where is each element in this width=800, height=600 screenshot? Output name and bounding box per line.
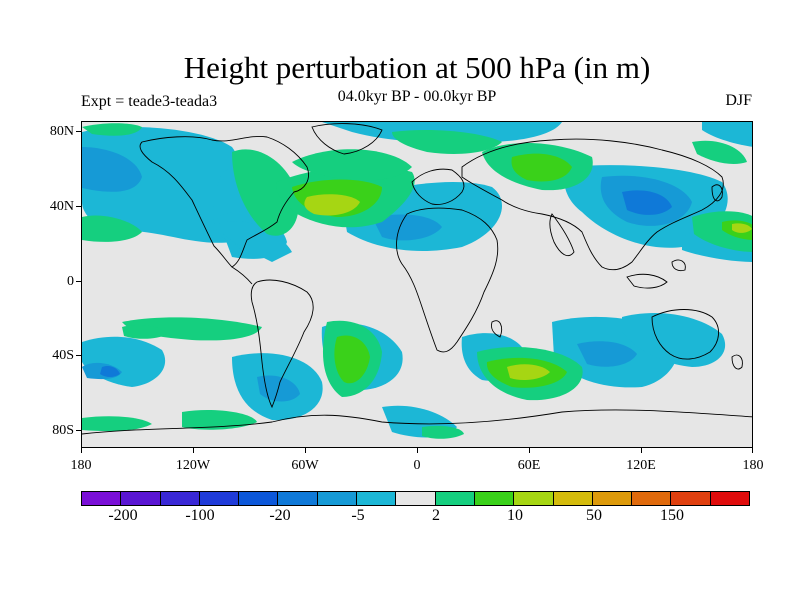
lon-tick [641, 448, 642, 453]
lat-tick [76, 430, 81, 431]
lat-label-40s: 40S [52, 348, 74, 363]
plot-subtitle: 04.0kyr BP - 00.0kyr BP [337, 88, 497, 105]
legend-color-box [514, 492, 554, 505]
lon-label-60w: 60W [291, 458, 319, 473]
legend-color-box [160, 492, 200, 505]
legend-color-box [199, 492, 240, 505]
legend-color-box [121, 492, 161, 505]
lat-tick [76, 281, 81, 282]
legend-color-box [278, 492, 318, 505]
legend-color-box [710, 492, 750, 505]
legend-color-box [671, 492, 711, 505]
lon-label-0: 0 [413, 458, 421, 473]
season-label: DJF [725, 92, 752, 109]
legend-label: 10 [507, 507, 523, 524]
lat-label-40n: 40N [49, 199, 74, 214]
lon-tick [305, 448, 306, 453]
legend-label: 150 [660, 507, 684, 524]
lon-tick [81, 448, 82, 453]
lon-tick [529, 448, 530, 453]
legend-color-box [592, 492, 633, 505]
lon-label-120e: 120E [626, 458, 656, 473]
lon-tick [193, 448, 194, 453]
lat-tick [76, 131, 81, 132]
lon-label-180w: 180 [70, 458, 92, 473]
legend-label: 2 [432, 507, 440, 524]
plot-title: Height perturbation at 500 hPa (in m) [183, 50, 651, 85]
lon-label-60e: 60E [517, 458, 541, 473]
legend-label: -20 [269, 507, 291, 524]
coastlines [82, 123, 752, 435]
lon-label-180e: 180 [742, 458, 764, 473]
legend-color-box [357, 492, 397, 505]
negative-anomaly-regions [82, 122, 752, 438]
lon-tick [752, 448, 753, 453]
legend-color-box [553, 492, 593, 505]
legend-color-box [632, 492, 672, 505]
lat-label-80s: 80S [52, 423, 74, 438]
color-legend-bar [81, 491, 750, 506]
lat-tick [76, 206, 81, 207]
legend-label: 50 [586, 507, 602, 524]
lon-tick [417, 448, 418, 453]
legend-color-box [82, 492, 122, 505]
legend-label: -200 [108, 507, 138, 524]
map-panel [81, 121, 753, 448]
lat-label-80n: 80N [49, 124, 74, 139]
map-contours [82, 122, 752, 439]
lon-label-120w: 120W [175, 458, 211, 473]
legend-label: -100 [185, 507, 215, 524]
legend-color-box [474, 492, 515, 505]
legend-label: -5 [351, 507, 365, 524]
legend-color-box [317, 492, 358, 505]
lat-tick [76, 355, 81, 356]
legend-color-box [396, 492, 436, 505]
legend-color-box [435, 492, 475, 505]
legend-color-box [239, 492, 279, 505]
lat-label-0: 0 [67, 274, 74, 289]
experiment-label: Expt = teade3-teada3 [81, 93, 218, 110]
